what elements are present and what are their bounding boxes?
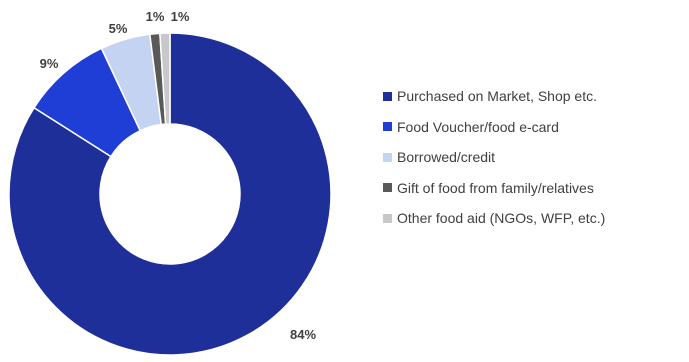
- legend-item-2: Food Voucher/food e-card: [383, 112, 683, 143]
- legend-item-3: Borrowed/credit: [383, 142, 683, 173]
- legend-item-1: Purchased on Market, Shop etc.: [383, 81, 683, 112]
- data-label-3: 5%: [109, 21, 128, 36]
- legend-label-3: Borrowed/credit: [397, 149, 496, 166]
- legend-swatch-2: [383, 122, 392, 132]
- data-label-1: 84%: [290, 327, 316, 342]
- legend-item-5: Other food aid (NGOs, WFP, etc.): [383, 203, 683, 234]
- legend-swatch-4: [383, 183, 392, 193]
- donut-slices: [8, 32, 332, 356]
- donut-slice-1: [8, 32, 332, 356]
- donut-slice-5: [159, 32, 171, 125]
- legend-swatch-5: [383, 213, 392, 223]
- legend-swatch-3: [383, 152, 392, 162]
- legend: Purchased on Market, Shop etc. Food Vouch…: [383, 81, 683, 234]
- legend-label-4: Gift of food from family/relatives: [397, 179, 594, 196]
- legend-swatch-1: [383, 91, 392, 101]
- data-label-5: 1%: [171, 9, 190, 24]
- legend-label-2: Food Voucher/food e-card: [397, 118, 559, 135]
- legend-label-1: Purchased on Market, Shop etc.: [397, 88, 597, 105]
- legend-label-5: Other food aid (NGOs, WFP, etc.): [397, 210, 606, 227]
- legend-item-4: Gift of food from family/relatives: [383, 173, 683, 204]
- data-label-2: 9%: [40, 56, 59, 71]
- data-label-4: 1%: [146, 9, 165, 24]
- data-labels: 84% 9% 5% 1% 1%: [40, 9, 317, 342]
